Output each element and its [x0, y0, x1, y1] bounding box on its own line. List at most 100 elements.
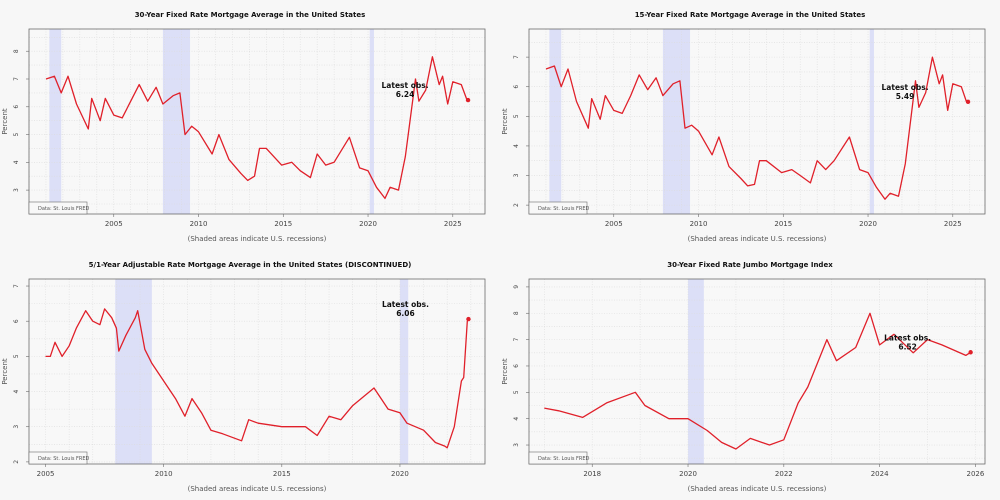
x-tick-label: 2024	[871, 470, 889, 478]
recession-band	[49, 29, 62, 214]
latest-obs-label: Latest obs.	[884, 333, 931, 342]
y-tick-label: 7	[13, 77, 20, 81]
chart-svg: 5/1-Year Adjustable Rate Mortgage Averag…	[1, 261, 486, 493]
x-tick-label: 2015	[774, 220, 792, 228]
source-box	[528, 201, 588, 215]
y-axis-label: Percent	[501, 108, 509, 135]
x-tick-label: 2010	[190, 220, 208, 228]
latest-obs-point	[965, 99, 971, 105]
x-tick-label: 2005	[105, 220, 123, 228]
latest-obs-value: 6.52	[898, 342, 917, 351]
plot-frame	[28, 28, 486, 215]
chart-30yr-fixed: 30-Year Fixed Rate Mortgage Average in t…	[0, 0, 500, 250]
chart-title: 15-Year Fixed Rate Mortgage Average in t…	[635, 11, 866, 19]
y-axis-label: Percent	[1, 108, 9, 135]
x-tick-label: 2020	[391, 470, 409, 478]
source-box	[528, 451, 588, 465]
source-label: Data: St. Louis FRED	[538, 456, 590, 462]
chart-title: 30-Year Fixed Rate Mortgage Average in t…	[135, 11, 366, 19]
y-tick-label: 7	[13, 284, 20, 288]
y-tick-label: 4	[13, 160, 20, 164]
recession-band	[369, 29, 374, 214]
y-tick-label: 3	[13, 425, 20, 429]
x-tick-label: 2018	[583, 470, 601, 478]
latest-obs-value: 5.49	[896, 92, 915, 101]
y-tick-label: 9	[513, 285, 520, 289]
data-series-line	[45, 308, 470, 449]
y-tick-label: 6	[13, 319, 20, 323]
x-tick-label: 2026	[967, 470, 985, 478]
chart-title: 5/1-Year Adjustable Rate Mortgage Averag…	[89, 261, 412, 269]
recession-band	[869, 29, 874, 214]
source-label: Data: St. Louis FRED	[538, 206, 590, 212]
y-tick-label: 4	[13, 389, 20, 393]
y-tick-label: 7	[513, 55, 520, 59]
y-tick-label: 5	[513, 390, 520, 394]
x-tick-label: 2022	[775, 470, 793, 478]
y-axis-label: Percent	[501, 358, 509, 385]
latest-obs-point	[466, 316, 471, 322]
x-axis-label: (Shaded areas indicate U.S. recessions)	[188, 485, 327, 493]
recession-band	[399, 279, 409, 464]
plot-frame	[528, 28, 986, 215]
latest-obs-value: 6.24	[396, 90, 415, 99]
latest-obs-label: Latest obs.	[382, 81, 429, 90]
plot-area	[529, 279, 985, 464]
x-axis-label: (Shaded areas indicate U.S. recessions)	[688, 485, 827, 493]
x-tick-label: 2010	[155, 470, 173, 478]
recession-band	[688, 279, 704, 464]
y-tick-label: 3	[13, 188, 20, 192]
x-tick-label: 2020	[679, 470, 697, 478]
plot-frame	[528, 278, 986, 465]
source-box	[28, 201, 88, 215]
plot-frame	[28, 278, 486, 465]
x-tick-label: 2005	[37, 470, 55, 478]
y-axis-label: Percent	[1, 358, 9, 385]
y-tick-label: 6	[513, 85, 520, 89]
plot-area	[29, 29, 485, 214]
x-tick-label: 2005	[605, 220, 623, 228]
recession-band	[162, 29, 191, 214]
x-tick-label: 2020	[359, 220, 377, 228]
chart-15yr-fixed: 15-Year Fixed Rate Mortgage Average in t…	[500, 0, 1000, 250]
recession-band	[662, 29, 691, 214]
x-tick-label: 2010	[690, 220, 708, 228]
x-axis-label: (Shaded areas indicate U.S. recessions)	[188, 235, 327, 243]
y-tick-label: 3	[513, 173, 520, 177]
x-tick-label: 2025	[444, 220, 462, 228]
chart-svg: 30-Year Fixed Rate Mortgage Average in t…	[1, 11, 486, 243]
y-tick-label: 6	[13, 105, 20, 109]
source-box	[28, 451, 88, 465]
plot-area	[529, 29, 985, 214]
source-label: Data: St. Louis FRED	[38, 456, 90, 462]
latest-obs-label: Latest obs.	[882, 83, 929, 92]
y-tick-label: 2	[513, 203, 520, 207]
x-tick-label: 2020	[859, 220, 877, 228]
recession-band	[115, 279, 152, 464]
y-tick-label: 7	[513, 338, 520, 342]
y-tick-label: 4	[513, 417, 520, 421]
chart-svg: 15-Year Fixed Rate Mortgage Average in t…	[501, 11, 986, 243]
y-tick-label: 2	[13, 460, 20, 464]
y-tick-label: 6	[513, 364, 520, 368]
chart-svg: 30-Year Fixed Rate Jumbo Mortgage Index L…	[501, 261, 986, 493]
x-axis-label: (Shaded areas indicate U.S. recessions)	[688, 235, 827, 243]
recession-band	[549, 29, 562, 214]
data-series-line	[45, 56, 469, 200]
x-tick-label: 2025	[944, 220, 962, 228]
data-series-line	[545, 56, 969, 200]
x-tick-label: 2015	[273, 470, 291, 478]
y-tick-label: 8	[13, 49, 20, 53]
data-series-line	[544, 312, 971, 450]
chart-title: 30-Year Fixed Rate Jumbo Mortgage Index	[667, 261, 833, 269]
latest-obs-value: 6.06	[396, 309, 415, 318]
latest-obs-point	[968, 350, 973, 355]
latest-obs-point	[465, 97, 471, 103]
y-tick-label: 5	[513, 114, 520, 118]
y-tick-label: 4	[513, 144, 520, 148]
x-tick-label: 2015	[274, 220, 292, 228]
y-tick-label: 5	[13, 132, 20, 136]
source-label: Data: St. Louis FRED	[38, 206, 90, 212]
latest-obs-label: Latest obs.	[382, 300, 429, 309]
y-tick-label: 3	[513, 443, 520, 447]
